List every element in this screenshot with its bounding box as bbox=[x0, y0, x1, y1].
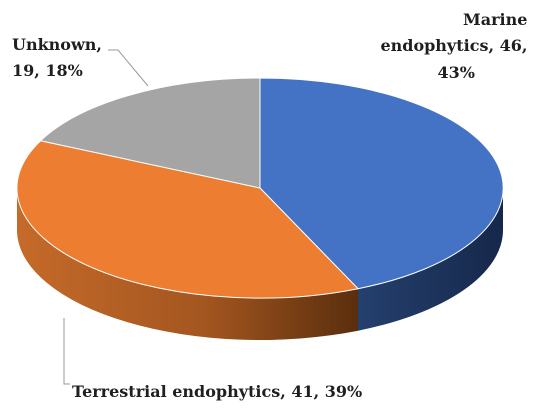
slice-side-terrestrial bbox=[16, 188, 358, 341]
slice-terrestrial-endophytics bbox=[16, 140, 359, 299]
data-label-marine: Marine endophytics, 46, 43% bbox=[380, 10, 533, 82]
slice-marine-endophytics bbox=[259, 77, 504, 290]
leader-line-unknown bbox=[108, 49, 149, 87]
slice-side-marine bbox=[358, 188, 503, 331]
slice-unknown bbox=[40, 77, 261, 189]
data-label-terrestrial: Terrestrial endophytics, 41, 39% bbox=[72, 382, 362, 401]
leader-line-terrestrial bbox=[63, 318, 70, 385]
data-label-unknown: Unknown, 19, 18% bbox=[12, 35, 108, 80]
